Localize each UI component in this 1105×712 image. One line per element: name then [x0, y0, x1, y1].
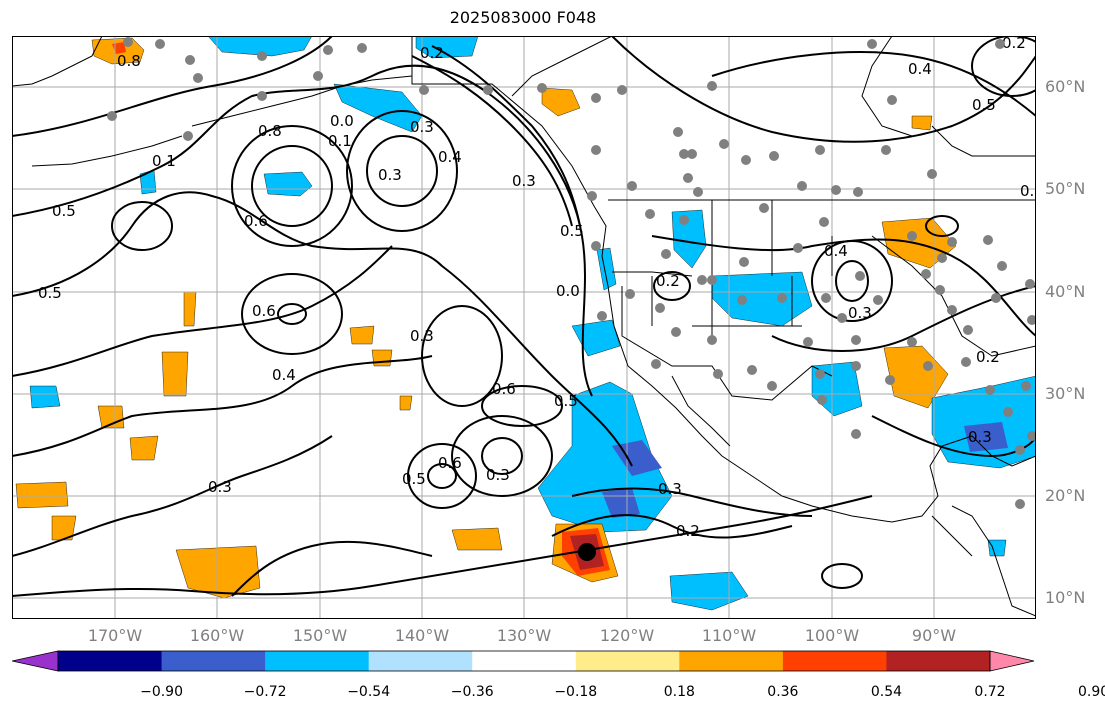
contour-label: 0.3	[512, 172, 536, 190]
colorbar-tick-label: −0.36	[450, 684, 494, 700]
contour-label: 0.5	[402, 470, 426, 488]
colorbar-tick-label: −0.90	[140, 684, 183, 700]
longitude-label: 160°W	[189, 626, 245, 645]
longitude-label: 100°W	[804, 626, 860, 645]
contour-label: 0.1	[1020, 182, 1036, 200]
colorbar-tick-label: 0.54	[870, 684, 903, 700]
contour-label: 0.5	[554, 392, 578, 410]
latitude-label: 10°N	[1045, 588, 1086, 607]
longitude-label: 130°W	[496, 626, 552, 645]
contour-label: 0.3	[378, 166, 402, 184]
contour-label: 0.1	[328, 132, 352, 150]
latitude-label: 40°N	[1045, 282, 1086, 301]
contour-label: 0.5	[38, 284, 62, 302]
contour-label: 0.6	[492, 380, 516, 398]
longitude-label: 110°W	[701, 626, 757, 645]
contour-lines	[12, 36, 1036, 597]
longitude-label: 140°W	[394, 626, 450, 645]
contour-label: 0.3	[848, 304, 872, 322]
longitude-label: 170°W	[87, 626, 143, 645]
map-panel[interactable]: 0.8 0.2 0.4 0.5 0.1 0.8 0.1 0.3 0.3 0.4 …	[12, 36, 1036, 619]
contour-labels: 0.8 0.2 0.4 0.5 0.1 0.8 0.1 0.3 0.3 0.4 …	[38, 36, 1036, 540]
colorbar-tick-label: 0.36	[767, 684, 799, 700]
colorbar-tick-label: −0.54	[347, 684, 391, 700]
contour-label: 0.4	[908, 60, 932, 78]
contour-label: 0.2	[656, 272, 680, 290]
coastlines	[12, 36, 1036, 617]
latitude-label: 60°N	[1045, 77, 1086, 96]
contour-label: 0.4	[824, 242, 848, 260]
colorbar-segment	[575, 651, 680, 671]
contour-label: 0.4	[272, 366, 296, 384]
colorbar-tick-label: 0.72	[974, 684, 1006, 700]
map-title: 2025083000 F048	[449, 8, 597, 27]
latitude-label: 20°N	[1045, 486, 1086, 505]
contour-label: 0.8	[117, 52, 141, 70]
colorbar-tick-label: 0.18	[663, 684, 695, 700]
contour-label: 0.6	[252, 302, 276, 320]
colorbar-segment	[472, 651, 577, 671]
colorbar-tick-label: −0.72	[243, 684, 287, 700]
contour-label: 0.6	[438, 454, 462, 472]
contour-label: 0.3	[410, 118, 434, 136]
colorbar-segment	[679, 651, 784, 671]
latitude-label: 30°N	[1045, 384, 1086, 403]
contour-label: 0.6	[244, 212, 268, 230]
colorbar-tick-label: −0.18	[554, 684, 598, 700]
longitude-label: 120°W	[599, 626, 655, 645]
contour-label: 0.0	[330, 112, 354, 130]
contour-label: 0.2	[976, 348, 1000, 366]
contour-label: 0.5	[972, 96, 996, 114]
contour-label: 0.3	[658, 480, 682, 498]
contour-label: 0.3	[410, 327, 434, 345]
contour-label: 0.3	[208, 478, 232, 496]
longitude-label: 90°W	[911, 626, 957, 645]
contour-label: 0.2	[1002, 36, 1026, 52]
contour-label: 0.5	[560, 222, 584, 240]
colorbar-segment	[58, 651, 163, 671]
colorbar-extend-high	[989, 650, 1035, 672]
contour-label: 0.2	[420, 44, 444, 62]
contour-label: 0.4	[438, 148, 462, 166]
colorbar-extend-low	[12, 650, 59, 672]
contour-label: 0.8	[258, 122, 282, 140]
cyclone-center-marker	[578, 543, 596, 561]
contour-label: 0.2	[676, 522, 700, 540]
contour-label: 0.3	[486, 466, 510, 484]
longitude-label: 150°W	[292, 626, 348, 645]
colorbar-segment	[161, 651, 266, 671]
contour-label: 0.1	[152, 152, 176, 170]
colorbar	[12, 650, 1035, 672]
colorbar-segment	[368, 651, 473, 671]
colorbar-segment	[265, 651, 370, 671]
colorbar-tick-label: 0.90	[1077, 684, 1105, 700]
colorbar-segment	[886, 651, 991, 671]
station-markers	[107, 37, 1036, 509]
contour-label: 0.5	[52, 202, 76, 220]
colorbar-segment	[782, 651, 887, 671]
latitude-label: 50°N	[1045, 179, 1086, 198]
contour-label: 0.3	[968, 428, 992, 446]
contour-label: 0.0	[556, 282, 580, 300]
